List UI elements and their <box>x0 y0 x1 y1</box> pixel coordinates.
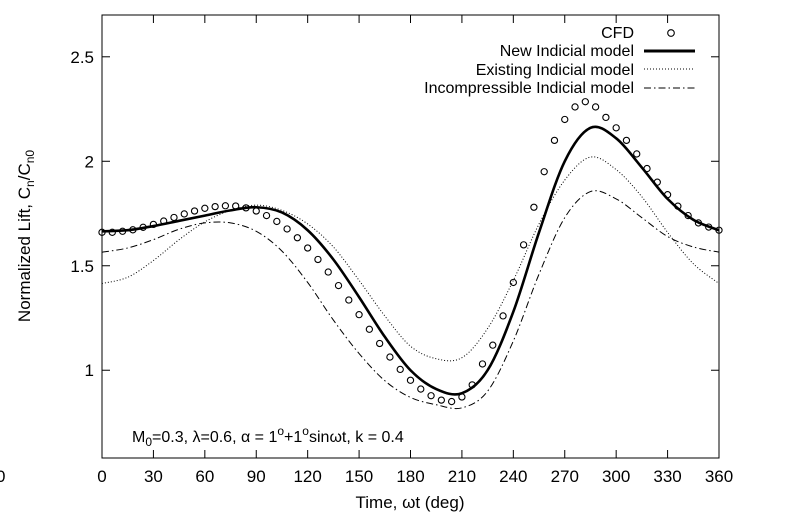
x-tick-label: 240 <box>499 467 527 486</box>
x-tick-label: 210 <box>448 467 476 486</box>
cfd-point <box>674 202 682 210</box>
series-layer <box>98 98 723 410</box>
cfd-point <box>612 124 620 132</box>
x-tick-label: 0 <box>97 467 106 486</box>
cfd-point <box>334 281 343 290</box>
series-line-new-indicial-model <box>101 125 720 396</box>
x-tick-label: 330 <box>653 467 681 486</box>
cfd-point <box>324 268 332 276</box>
x-tick-label: 60 <box>195 467 214 486</box>
cfd-point <box>694 219 703 227</box>
x-tick-label: 360 <box>705 467 733 486</box>
cfd-point <box>252 207 260 215</box>
x-tick-label: 120 <box>293 467 321 486</box>
cfd-point <box>406 376 415 384</box>
series-line-incompressible-indicial-model <box>101 190 720 410</box>
cfd-point <box>375 339 384 348</box>
cfd-point <box>458 393 466 401</box>
cfd-point <box>550 136 559 145</box>
cfd-point <box>160 217 168 225</box>
cfd-point <box>478 360 487 368</box>
cfd-point <box>437 396 445 404</box>
left-edge-label: 0 <box>0 467 5 486</box>
cfd-point <box>653 178 661 186</box>
y-tick-label: 2.5 <box>70 48 94 67</box>
cfd-point <box>417 385 425 393</box>
x-axis-label: Time, ωt (deg) <box>356 493 465 512</box>
cfd-point <box>684 211 692 220</box>
cfd-point <box>314 255 322 264</box>
cfd-point <box>622 136 631 145</box>
x-tick-label: 180 <box>396 467 424 486</box>
cfd-point <box>643 164 651 173</box>
legend-swatch-cfd <box>667 29 675 37</box>
cfd-point <box>715 226 723 234</box>
cfd-point <box>633 150 641 158</box>
cfd-point <box>365 325 374 333</box>
cfd-point <box>304 244 312 252</box>
cfd-point <box>468 381 476 389</box>
cfd-point <box>705 223 713 231</box>
cfd-point <box>242 204 250 212</box>
legend-label-incompressible-indicial: Incompressible Indicial model <box>424 80 634 97</box>
cfd-point <box>273 217 281 226</box>
cfd-point <box>180 210 188 218</box>
cfd-point <box>221 202 230 210</box>
y-tick-label: 2 <box>85 152 94 171</box>
legend-label-cfd: CFD <box>601 25 634 42</box>
cfd-point <box>149 220 158 229</box>
cfd-point <box>499 312 507 320</box>
x-tick-label: 150 <box>345 467 373 486</box>
series-line-existing-indicial-model <box>101 156 720 362</box>
legend-label-new-indicial: New Indicial model <box>500 43 634 60</box>
y-axis-label: Normalized Lift, Cn/Cn0 <box>15 150 37 322</box>
cfd-point <box>581 98 589 106</box>
cfd-point <box>118 227 127 235</box>
cfd-point <box>602 113 610 122</box>
cfd-point <box>293 234 302 242</box>
parameter-annotation: M0=0.3, λ=0.6, α = 1o+1osinωt, k = 0.4 <box>132 424 404 449</box>
x-tick-label: 90 <box>247 467 266 486</box>
y-tick-labels: 1 1.5 2 2.5 <box>70 48 94 380</box>
cfd-point <box>232 202 240 210</box>
legend: CFD New Indicial model Existing Indicial… <box>424 25 695 97</box>
x-tick-labels: 0 30 60 90 120 150 180 210 240 270 300 330 360 <box>97 467 733 486</box>
cfd-point <box>345 296 353 304</box>
cfd-point <box>530 203 538 211</box>
cfd-point <box>663 191 672 199</box>
cfd-point <box>98 228 106 236</box>
cfd-point <box>170 213 178 222</box>
cfd-point <box>129 226 137 234</box>
cfd-point <box>447 397 456 406</box>
cfd-point <box>396 365 404 374</box>
cfd-point <box>591 103 600 111</box>
cfd-point <box>262 211 271 220</box>
cfd-point <box>561 115 569 124</box>
cfd-point <box>386 353 394 361</box>
cfd-point <box>283 225 291 233</box>
legend-label-existing-indicial: Existing Indicial model <box>476 62 634 79</box>
cfd-point <box>108 228 116 236</box>
x-tick-label: 270 <box>551 467 579 486</box>
x-tick-label: 300 <box>602 467 630 486</box>
cfd-point <box>201 204 209 212</box>
cfd-point <box>519 241 528 249</box>
cfd-point <box>540 168 548 176</box>
y-tick-label: 1.5 <box>70 257 94 276</box>
cfd-point <box>211 202 219 211</box>
axis-ticks <box>101 15 720 458</box>
cfd-point <box>139 223 147 231</box>
x-tick-label: 30 <box>144 467 163 486</box>
cfd-point <box>489 341 497 349</box>
cfd-point <box>427 392 435 400</box>
cfd-point <box>190 207 199 215</box>
cfd-point <box>509 278 517 287</box>
cfd-point <box>571 103 579 111</box>
cfd-point <box>355 311 363 319</box>
y-tick-label: 1 <box>85 361 94 380</box>
